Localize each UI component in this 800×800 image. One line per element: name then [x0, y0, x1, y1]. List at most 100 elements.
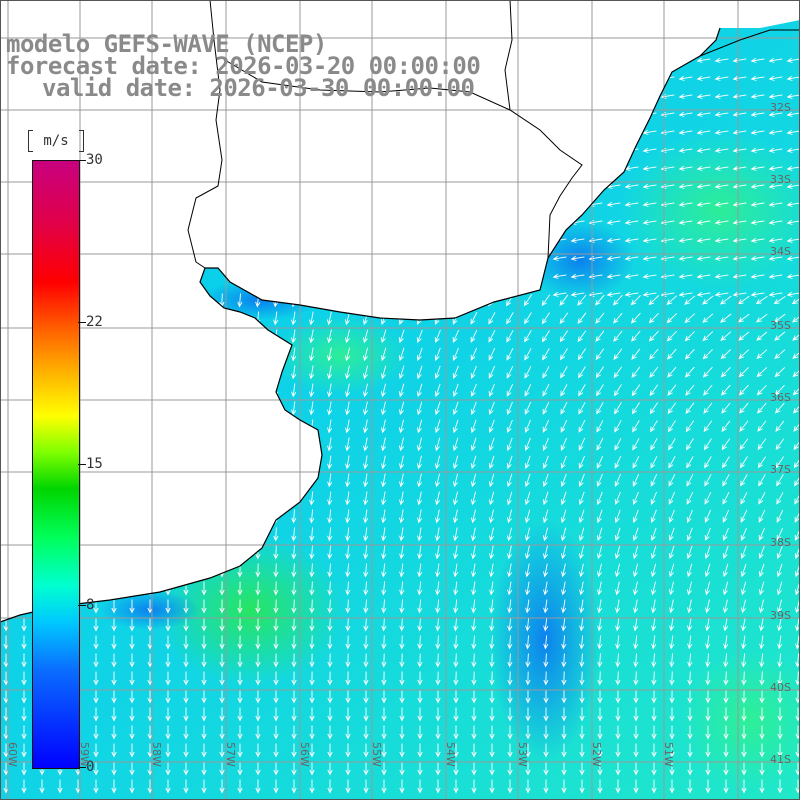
wind-arrow [678, 183, 693, 189]
wind-arrow [3, 743, 9, 758]
wind-arrow [381, 437, 387, 452]
wind-arrow [129, 599, 135, 614]
wind-arrow [560, 366, 568, 379]
wind-arrow [309, 545, 315, 560]
wind-arrow [741, 743, 747, 758]
wind-arrow [111, 761, 117, 776]
wind-arrow [768, 129, 783, 135]
wind-arrow [631, 348, 641, 360]
wind-arrow [678, 111, 693, 117]
wind-arrow [614, 420, 622, 433]
wind-arrow [93, 725, 99, 740]
wind-arrow [704, 545, 711, 560]
wind-arrow [362, 401, 369, 416]
wind-arrow [723, 635, 729, 650]
wind-arrow [650, 545, 657, 560]
wind-arrow [453, 653, 459, 668]
wind-arrow [756, 331, 768, 341]
wind-arrow [678, 93, 693, 99]
wind-arrow [399, 653, 405, 668]
wind-arrow [327, 401, 333, 416]
wind-arrow [380, 329, 387, 344]
wind-arrow [327, 635, 333, 650]
wind-arrow [541, 312, 550, 325]
wind-arrow [237, 635, 243, 650]
wind-arrow [722, 456, 730, 469]
wind-arrow [740, 599, 747, 614]
wind-arrow [750, 129, 765, 135]
wind-arrow [255, 671, 261, 686]
wind-arrow [741, 617, 747, 632]
wind-arrow [579, 671, 585, 686]
wind-arrow [291, 725, 297, 740]
wind-arrow [561, 725, 567, 740]
wind-arrow [559, 312, 569, 325]
wind-arrow [434, 455, 441, 470]
wind-arrow [776, 563, 783, 578]
wind-arrow [21, 761, 27, 776]
wind-arrow [363, 563, 369, 578]
wind-arrow [471, 725, 477, 740]
wind-arrow [291, 347, 297, 362]
wind-arrow [722, 599, 729, 614]
wind-arrow [471, 581, 477, 596]
wind-arrow [525, 671, 531, 686]
wind-arrow [669, 671, 675, 686]
wind-arrow [615, 617, 621, 632]
wind-arrow [435, 509, 441, 524]
wind-arrow [686, 456, 694, 469]
wind-arrow [758, 492, 766, 505]
wind-arrow [687, 725, 693, 740]
wind-arrow [650, 438, 658, 451]
wind-arrow [362, 347, 369, 362]
wind-arrow [714, 93, 729, 99]
wind-arrow [738, 331, 750, 341]
wind-arrow [642, 147, 657, 153]
wind-arrow [757, 420, 767, 432]
wind-arrow [740, 474, 748, 487]
wind-arrow [327, 509, 333, 524]
wind-arrow [739, 420, 749, 432]
wind-arrow [768, 273, 783, 279]
wind-arrow [291, 401, 297, 416]
wind-arrow [651, 743, 657, 758]
wind-arrow [776, 492, 784, 505]
wind-arrow [678, 75, 693, 81]
wind-arrow [714, 147, 729, 153]
wind-arrow [705, 653, 711, 668]
wind-arrow [750, 255, 765, 261]
wind-arrow [471, 653, 477, 668]
wind-arrow [578, 402, 586, 415]
wind-arrow [651, 617, 657, 632]
wind-arrow [525, 779, 531, 794]
latitude-label: 35S [770, 319, 791, 332]
wind-arrow [750, 111, 765, 117]
wind-arrow [327, 761, 333, 776]
wind-arrow [488, 383, 495, 397]
wind-arrow [201, 779, 207, 794]
longitude-label: 57W [224, 742, 237, 767]
wind-arrow [722, 491, 730, 505]
wind-arrow [648, 295, 660, 306]
wind-arrow [595, 348, 605, 361]
latitude-label: 37S [770, 463, 791, 476]
wind-arrow [345, 473, 351, 488]
wind-arrow [525, 617, 531, 632]
wind-arrow [363, 689, 369, 704]
wind-arrow [595, 366, 604, 379]
wind-arrow [416, 329, 423, 344]
wind-arrow [255, 635, 261, 650]
wind-arrow [776, 599, 783, 614]
wind-arrow [723, 725, 729, 740]
wind-arrow [615, 671, 621, 686]
wind-arrow [776, 581, 783, 596]
wind-arrow [543, 653, 549, 668]
wind-arrow [21, 743, 27, 758]
wind-arrow [524, 401, 532, 415]
wind-arrow [417, 617, 423, 632]
wind-arrow [614, 455, 622, 469]
wind-arrow [327, 329, 333, 344]
wind-arrow [147, 725, 153, 740]
wind-arrow [453, 617, 459, 632]
wind-arrow [606, 219, 621, 225]
